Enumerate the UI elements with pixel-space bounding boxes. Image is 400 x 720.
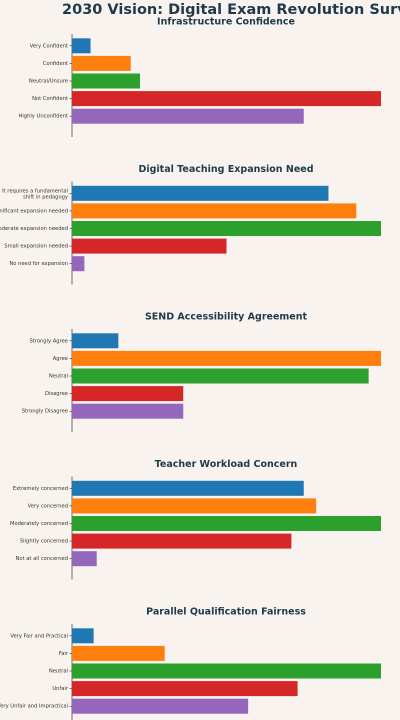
bar	[72, 350, 381, 366]
chart-title: SEND Accessibility Agreement	[145, 312, 308, 323]
y-tick-label: No need for expansion	[9, 261, 68, 267]
chart-title: Parallel Qualification Fairness	[146, 607, 306, 618]
y-tick-label: Moderate expansion needed	[0, 226, 68, 232]
y-tick-label: Moderately concerned	[10, 521, 68, 527]
bar	[72, 551, 97, 567]
bar	[72, 221, 381, 236]
y-tick-label: Confident	[43, 61, 68, 67]
y-tick-label: Strongly Agree	[29, 338, 68, 344]
bar	[72, 38, 91, 54]
y-tick-label: Neutral	[49, 374, 68, 380]
bar	[72, 681, 298, 697]
bar	[72, 480, 304, 496]
y-tick-label: Extremely concerned	[13, 486, 68, 492]
bar	[72, 628, 94, 644]
bar	[72, 91, 381, 107]
bar	[72, 645, 165, 661]
y-tick-label: Neutral	[49, 669, 68, 675]
bar	[72, 333, 119, 349]
bar	[72, 108, 304, 124]
bar	[72, 368, 369, 384]
bar	[72, 498, 317, 514]
chart-title: Digital Teaching Expansion Need	[138, 164, 313, 175]
y-tick-label: Very concerned	[28, 503, 68, 509]
bar	[72, 238, 227, 254]
bar	[72, 516, 381, 531]
y-tick-label: Small expansion needed	[4, 244, 68, 250]
bar	[72, 403, 184, 419]
bar	[72, 663, 381, 679]
y-tick-label: Very Fair and Practical	[10, 633, 68, 639]
y-tick-label: Significant expansion needed	[0, 208, 68, 214]
bar	[72, 203, 357, 219]
bar	[72, 256, 85, 272]
y-tick-label: Disagree	[45, 391, 68, 397]
bar	[72, 185, 329, 201]
y-tick-label: Fair	[59, 651, 69, 657]
y-tick-label: Very Confident	[30, 43, 68, 49]
y-tick-label: Agree	[53, 356, 68, 362]
y-tick-label: It requires a fundamental shift in pedago…	[2, 188, 68, 200]
bar	[72, 55, 131, 71]
y-tick-label: Strongly Disagree	[22, 409, 68, 415]
y-tick-label: Highly Unconfident	[18, 114, 68, 120]
y-tick-label: Not at all concerned	[16, 556, 68, 562]
chart-title: Teacher Workload Concern	[155, 459, 298, 470]
chart-title: Infrastructure Confidence	[157, 17, 295, 28]
bar	[72, 386, 184, 402]
bar	[72, 533, 292, 549]
bar	[72, 698, 249, 714]
bar	[72, 73, 140, 89]
y-tick-label: Slightly concerned	[20, 539, 68, 545]
y-tick-label: Very Unfair and Impractical	[0, 704, 68, 710]
y-tick-label: Not Confident	[32, 96, 68, 102]
y-tick-label: Unfair	[52, 686, 69, 692]
page-title: 2030 Vision: Digital Exam Revolution Sur…	[62, 2, 400, 18]
y-tick-label: Neutral/Unsure	[29, 79, 68, 85]
